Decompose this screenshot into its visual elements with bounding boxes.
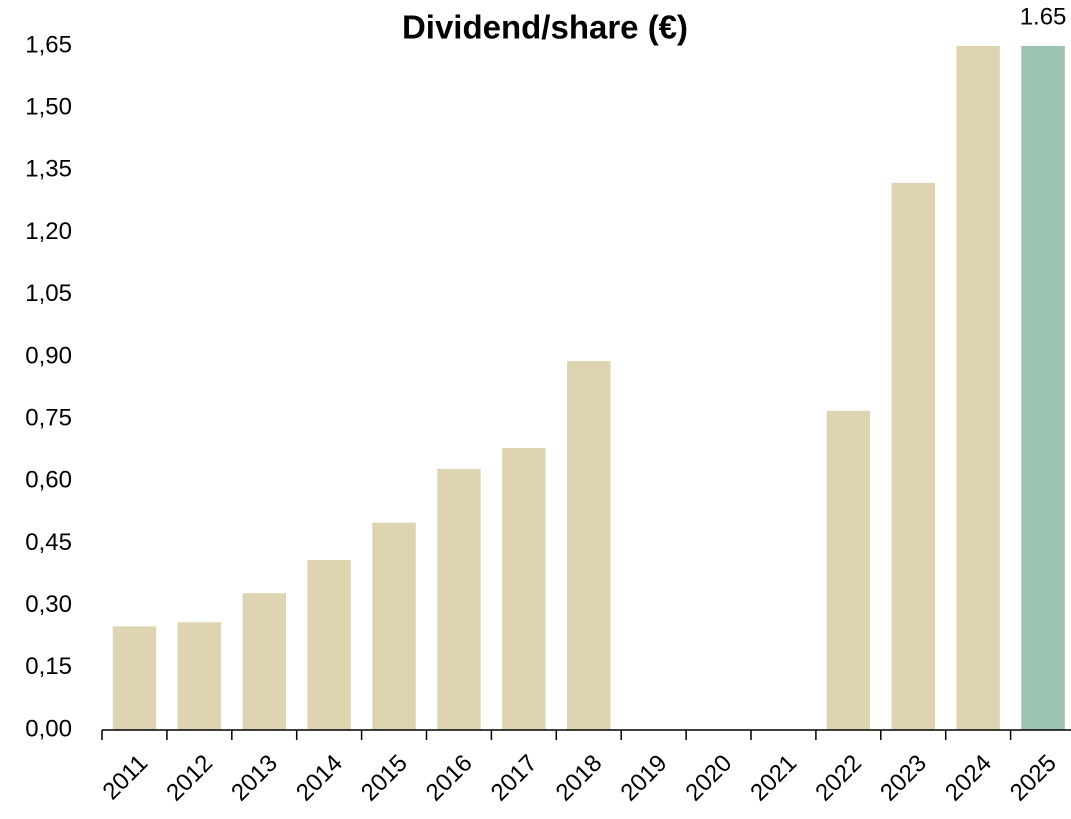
chart-title: Dividend/share (€) (402, 9, 688, 46)
y-tick-label: 0,45 (25, 529, 72, 556)
x-tick-label: 2014 (291, 750, 348, 807)
x-tick-label: 2022 (810, 750, 867, 807)
x-tick-label: 2021 (745, 750, 802, 807)
x-tick-label: 2019 (616, 750, 673, 807)
x-tick-label: 2016 (421, 750, 478, 807)
x-tick-label: 2011 (98, 750, 154, 806)
bar (242, 593, 286, 730)
y-tick-label: 1,50 (25, 94, 72, 121)
y-tick-label: 0,30 (25, 591, 72, 618)
value-label: 1.65 (1020, 3, 1067, 30)
y-tick-label: 0,75 (25, 404, 72, 431)
x-tick-label: 2017 (486, 750, 543, 807)
x-tick-label: 2015 (356, 750, 413, 807)
y-tick-label: 1,35 (25, 156, 72, 183)
y-tick-label: 0,15 (25, 653, 72, 680)
x-tick-label: 2018 (551, 750, 608, 807)
bar (891, 182, 935, 731)
y-tick-label: 1,05 (25, 280, 72, 307)
bar (177, 622, 222, 730)
x-tick-label: 2023 (875, 750, 932, 807)
bar (1021, 46, 1065, 730)
bar (567, 361, 611, 730)
y-tick-label: 1,65 (25, 31, 72, 58)
x-tick-label: 2013 (226, 750, 283, 807)
bar (112, 626, 157, 730)
bar (502, 448, 546, 730)
bar (826, 410, 871, 730)
y-tick-label: 1,20 (25, 218, 72, 245)
x-tick-label: 2024 (940, 750, 997, 807)
bar (307, 560, 351, 730)
x-tick-label: 2012 (161, 750, 218, 807)
x-tick-label: 2025 (1005, 750, 1062, 807)
bar (372, 522, 416, 730)
bar (437, 468, 481, 730)
x-tick-label: 2020 (680, 750, 737, 807)
y-tick-label: 0,90 (25, 342, 72, 369)
bar (956, 46, 1000, 730)
y-tick-label: 0,60 (25, 467, 72, 494)
y-tick-label: 0,00 (25, 715, 72, 742)
